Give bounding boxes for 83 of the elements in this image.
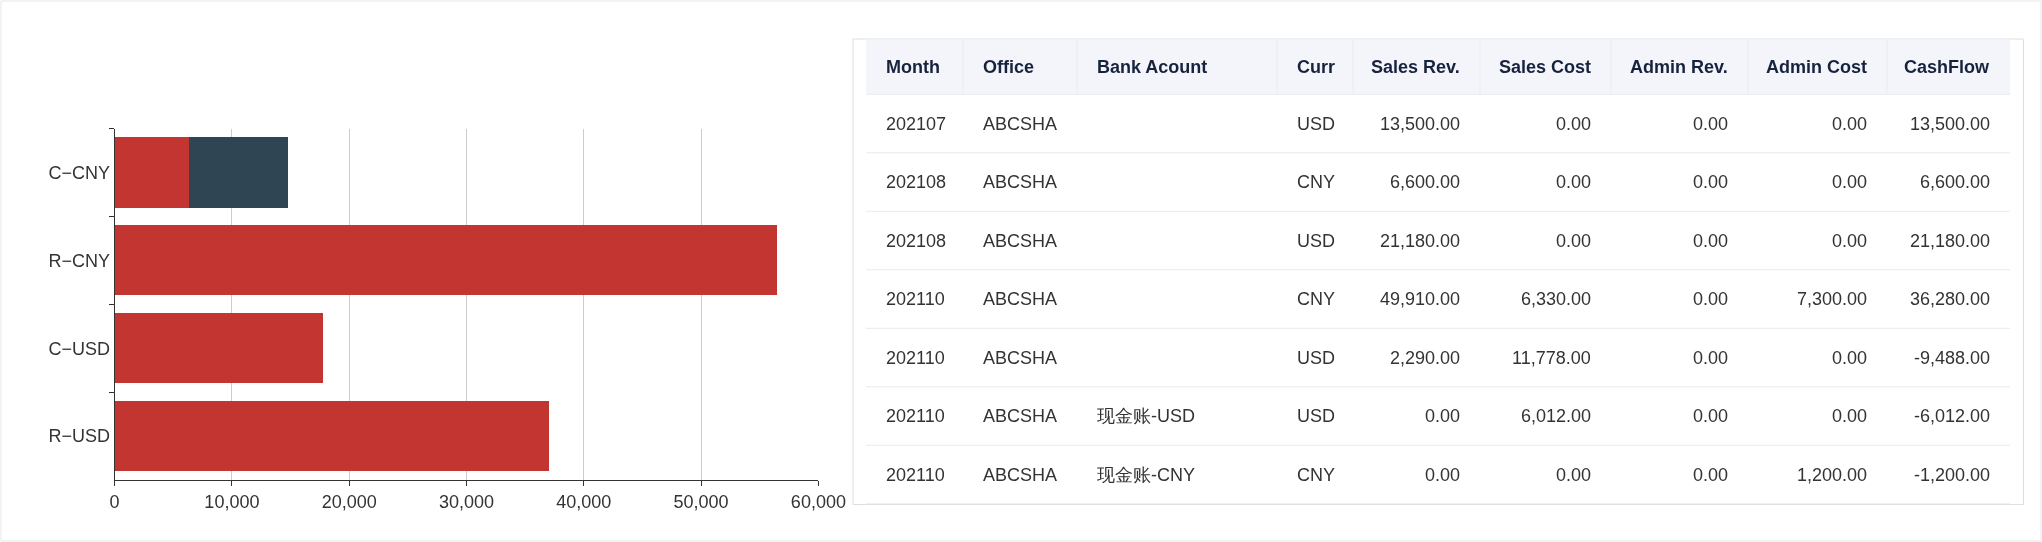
- text: 6,330.00: [1521, 289, 1592, 309]
- x-tick-label: 60,000: [790, 491, 846, 512]
- text: 202107: [886, 114, 947, 134]
- bar: [114, 137, 189, 208]
- text: 0.00: [1693, 172, 1729, 192]
- text: ABCSHA: [983, 348, 1058, 368]
- text: 0.00: [1693, 231, 1729, 251]
- category-label: CashFlow: [1904, 57, 1991, 77]
- text: CNY: [1297, 172, 1336, 192]
- text: 0.00: [1693, 114, 1729, 134]
- text: USD: [1297, 348, 1336, 368]
- bar: [114, 313, 324, 384]
- text: 6,012.00: [1521, 406, 1592, 426]
- text: 49,910.00: [1380, 289, 1461, 309]
- x-tick-label: 10,000: [204, 491, 260, 512]
- text: ABCSHA: [983, 406, 1058, 426]
- text: USD: [1297, 114, 1336, 134]
- text: 0.00: [1832, 406, 1868, 426]
- text: ABCSHA: [983, 289, 1058, 309]
- y-tick-label: C−CNY: [48, 162, 110, 183]
- text: 202110: [886, 465, 945, 485]
- text: 0.00: [1425, 465, 1461, 485]
- category-label: Office: [983, 57, 1035, 77]
- text: ABCSHA: [983, 465, 1058, 485]
- text: 0.00: [1693, 406, 1729, 426]
- text: 2,290.00: [1390, 348, 1461, 368]
- text: 11,778.00: [1512, 348, 1591, 368]
- text: 21,180.00: [1380, 231, 1461, 251]
- text: 现金账-CNY: [1097, 465, 1195, 485]
- category-label: Sales Cost: [1499, 57, 1592, 77]
- text: ABCSHA: [983, 231, 1058, 251]
- text: 21,180.00: [1910, 231, 1991, 251]
- text: 现金账-USD: [1097, 406, 1195, 426]
- text: 0.00: [1832, 114, 1868, 134]
- text: 0.00: [1832, 231, 1868, 251]
- x-tick-label: 40,000: [556, 491, 612, 512]
- text: 0.00: [1693, 289, 1729, 309]
- text: 202110: [886, 348, 945, 368]
- text: 13,500.00: [1380, 114, 1461, 134]
- text: USD: [1297, 231, 1336, 251]
- x-tick-label: 30,000: [438, 491, 495, 512]
- text: 13,500.00: [1910, 114, 1991, 134]
- category-label: Bank Acount: [1097, 57, 1208, 77]
- bar: [114, 400, 549, 472]
- text: 6,600.00: [1920, 172, 1991, 192]
- category-label: Admin Cost: [1766, 57, 1867, 77]
- bar: [114, 225, 778, 296]
- text: ABCSHA: [983, 114, 1058, 134]
- text: ABCSHA: [983, 172, 1058, 192]
- text: -6,012.00: [1914, 406, 1991, 426]
- text: 0.00: [1693, 465, 1729, 485]
- text: CNY: [1297, 465, 1336, 485]
- text: 0.00: [1556, 172, 1592, 192]
- text: 0.00: [1425, 406, 1461, 426]
- text: 7,300.00: [1797, 289, 1868, 309]
- x-tick-label: 50,000: [673, 491, 729, 512]
- y-tick-label: R−CNY: [48, 250, 110, 271]
- text: 0.00: [1832, 348, 1868, 368]
- text: 202110: [886, 406, 945, 426]
- bar: [188, 137, 289, 208]
- y-tick-label: R−USD: [48, 426, 110, 447]
- x-tick-label: 20,000: [321, 491, 377, 512]
- category-label: Month: [886, 57, 940, 77]
- text: 0.00: [1556, 465, 1592, 485]
- text: CNY: [1297, 289, 1336, 309]
- x-tick-label: 0: [109, 491, 120, 512]
- text: 1,200.00: [1797, 465, 1868, 485]
- text: -9,488.00: [1914, 348, 1991, 368]
- category-label: Curr: [1297, 57, 1336, 77]
- text: 36,280.00: [1910, 289, 1991, 309]
- text: -1,200.00: [1914, 465, 1991, 485]
- text: 202108: [886, 172, 947, 192]
- text: 6,600.00: [1390, 172, 1461, 192]
- text: USD: [1297, 406, 1336, 426]
- text: 202108: [886, 231, 947, 251]
- category-label: Sales Rev.: [1371, 57, 1460, 77]
- y-tick-label: C−USD: [48, 338, 110, 359]
- text: 202110: [886, 289, 945, 309]
- text: 0.00: [1832, 172, 1868, 192]
- text: 0.00: [1693, 348, 1729, 368]
- category-label: Admin Rev.: [1630, 57, 1728, 77]
- text: 0.00: [1556, 114, 1592, 134]
- text: 0.00: [1556, 231, 1592, 251]
